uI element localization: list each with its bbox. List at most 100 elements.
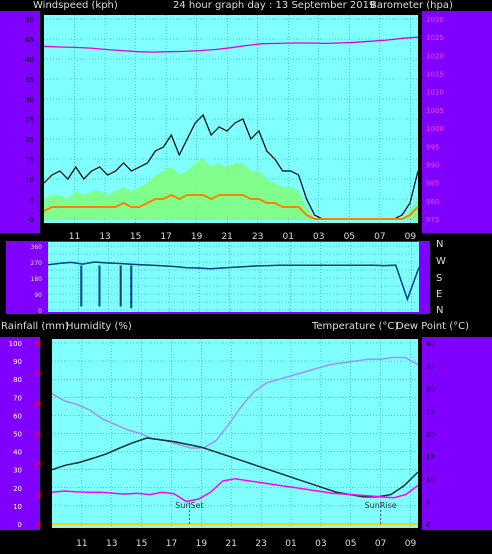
temperature-x-tick-label: 21 xyxy=(226,539,237,549)
wind-y-tick-label: 25 xyxy=(25,116,34,124)
rainfall-y-tick-label: 20 xyxy=(33,400,42,408)
humidity-y-tick-label: 0 xyxy=(18,521,22,529)
direction-y-tick-label: 180 xyxy=(31,276,43,283)
temperature-y-tick-label: 15 xyxy=(426,453,435,461)
wind-x-tick-label: 17 xyxy=(160,232,171,242)
wind-y-tick-label: 10 xyxy=(25,176,34,184)
right-axis-band-top xyxy=(422,11,492,233)
temperature-x-tick-label: 11 xyxy=(76,539,87,549)
temperature-x-tick-label: 07 xyxy=(375,539,386,549)
wind-x-tick-label: 09 xyxy=(405,232,417,242)
wind-x-tick-label: 11 xyxy=(69,232,80,242)
barometer-y-tick-label: 1025 xyxy=(426,34,444,42)
sunset-label: SunSet xyxy=(175,501,203,510)
humidity-y-tick-label: 90 xyxy=(13,358,22,366)
temperature-y-tick-label: 40 xyxy=(426,340,435,348)
dewpoint-axis-title: Dew Point (°C) xyxy=(396,321,470,332)
rainfall-y-tick-label: 25 xyxy=(33,370,42,378)
wind-x-tick-label: 23 xyxy=(252,232,263,242)
barometer-y-tick-label: 1030 xyxy=(426,16,444,24)
barometer-y-tick-label: 1010 xyxy=(426,89,444,97)
barometer-y-tick-label: 1005 xyxy=(426,107,444,115)
chart-title: 24 hour graph day : 13 September 2019 xyxy=(173,0,376,11)
temperature-y-tick-label: 10 xyxy=(426,476,435,484)
wind-x-tick-label: 03 xyxy=(313,232,324,242)
barometer-axis-title: Barometer (hpa) xyxy=(370,0,453,11)
temperature-x-tick-label: 19 xyxy=(196,539,208,549)
temperature-y-tick-label: 35 xyxy=(426,363,435,371)
temperature-x-tick-label: 15 xyxy=(136,539,147,549)
temperature-x-tick-label: 13 xyxy=(106,539,117,549)
compass-n-bottom: N xyxy=(436,305,444,316)
compass-e: E xyxy=(436,289,443,300)
humidity-y-tick-label: 30 xyxy=(13,467,22,475)
wind-y-tick-label: 0 xyxy=(30,216,34,224)
dewpoint-series xyxy=(51,478,419,503)
wind-y-tick-label: 30 xyxy=(25,96,34,104)
compass-w: W xyxy=(436,256,446,267)
sunrise-label: SunRise xyxy=(365,501,397,510)
humidity-series xyxy=(51,356,419,449)
temperature-axis-title: Temperature (°C) xyxy=(312,321,399,332)
wind-average-area xyxy=(44,159,418,219)
humidity-y-tick-label: 100 xyxy=(9,340,22,348)
direction-y-tick-label: 90 xyxy=(34,292,42,299)
wind-direction-series xyxy=(47,261,420,302)
temperature-y-tick-label: 25 xyxy=(426,408,435,416)
humidity-y-tick-label: 80 xyxy=(13,376,22,384)
rainfall-y-tick-label: 5 xyxy=(38,491,42,499)
temperature-x-tick-label: 17 xyxy=(166,539,177,549)
temperature-y-tick-label: 20 xyxy=(426,431,435,439)
wind-y-tick-label: 15 xyxy=(25,156,34,164)
wind-y-tick-label: 5 xyxy=(30,196,34,204)
temperature-y-tick-label: 0 xyxy=(426,521,430,529)
rainfall-y-tick-label: 30 xyxy=(33,340,42,348)
temperature-y-tick-label: 30 xyxy=(426,385,435,393)
direction-y-tick-label: 270 xyxy=(31,260,43,267)
barometer-y-tick-label: 1020 xyxy=(426,52,444,60)
compass-n-top: N xyxy=(436,239,444,250)
temperature-x-tick-label: 01 xyxy=(285,539,296,549)
wind-y-tick-label: 40 xyxy=(25,56,34,64)
temperature-x-tick-label: 09 xyxy=(405,539,417,549)
humidity-y-tick-label: 60 xyxy=(13,412,22,420)
wind-x-tick-label: 01 xyxy=(283,232,294,242)
windspeed-axis-title: Windspeed (kph) xyxy=(33,0,118,11)
barometer-y-tick-label: 975 xyxy=(426,216,439,224)
temperature-x-tick-label: 05 xyxy=(345,539,356,549)
direction-panel-background xyxy=(48,242,419,312)
right-axis-band-bottom xyxy=(422,337,492,530)
barometer-y-tick-label: 1000 xyxy=(426,125,444,133)
wind-y-tick-label: 20 xyxy=(25,136,34,144)
wind-y-tick-label: 45 xyxy=(25,36,34,44)
barometer-y-tick-label: 995 xyxy=(426,143,439,151)
direction-y-tick-label: 360 xyxy=(31,244,43,251)
compass-s: S xyxy=(436,273,443,284)
rainfall-y-tick-label: 0 xyxy=(38,521,42,529)
direction-y-tick-label: 0 xyxy=(38,308,42,315)
humidity-y-tick-label: 50 xyxy=(13,431,22,439)
rainfall-y-tick-label: 15 xyxy=(33,431,42,439)
wind-x-tick-label: 07 xyxy=(374,232,385,242)
rainfall-y-tick-label: 10 xyxy=(33,461,42,469)
wind-y-tick-label: 35 xyxy=(25,76,34,84)
temperature-x-tick-label: 03 xyxy=(315,539,326,549)
wind-x-tick-label: 13 xyxy=(99,232,110,242)
corner xyxy=(0,530,40,554)
wind-y-tick-label: 50 xyxy=(25,16,34,24)
wind-x-tick-label: 19 xyxy=(191,232,203,242)
humidity-y-tick-label: 70 xyxy=(13,394,22,402)
humidity-y-tick-label: 10 xyxy=(13,503,22,511)
barometer-y-tick-label: 985 xyxy=(426,180,439,188)
temperature-x-tick-label: 23 xyxy=(255,539,266,549)
left-axis-band-top xyxy=(0,11,40,233)
rainfall-axis-title: Rainfall (mm) xyxy=(1,321,69,332)
humidity-y-tick-label: 40 xyxy=(13,449,22,457)
left-axis-band-bottom xyxy=(0,337,40,530)
barometer-y-tick-label: 1015 xyxy=(426,71,444,79)
barometer-series xyxy=(43,36,419,53)
barometer-y-tick-label: 990 xyxy=(426,161,439,169)
humidity-y-tick-label: 20 xyxy=(13,485,22,493)
